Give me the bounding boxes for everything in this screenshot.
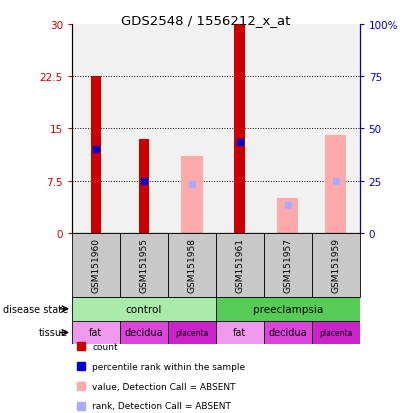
Bar xyxy=(216,25,264,233)
Bar xyxy=(168,25,216,233)
Bar xyxy=(264,321,312,344)
Text: percentile rank within the sample: percentile rank within the sample xyxy=(92,362,246,371)
Text: GDS2548 / 1556212_x_at: GDS2548 / 1556212_x_at xyxy=(121,14,290,27)
Bar xyxy=(325,136,346,233)
Bar xyxy=(90,77,101,233)
Bar xyxy=(264,25,312,233)
Text: rank, Detection Call = ABSENT: rank, Detection Call = ABSENT xyxy=(92,401,231,411)
Text: placenta: placenta xyxy=(319,328,352,337)
Text: decidua: decidua xyxy=(268,328,307,338)
Text: preeclampsia: preeclampsia xyxy=(253,304,323,314)
Text: control: control xyxy=(126,304,162,314)
Text: tissue: tissue xyxy=(39,328,68,338)
Bar xyxy=(277,199,298,233)
Bar xyxy=(120,25,168,233)
Text: GSM151955: GSM151955 xyxy=(139,238,148,293)
Bar xyxy=(234,25,245,233)
Bar xyxy=(120,233,168,297)
Text: disease state: disease state xyxy=(3,304,68,314)
Text: GSM151959: GSM151959 xyxy=(331,238,340,293)
Bar xyxy=(72,297,216,321)
Text: fat: fat xyxy=(233,328,246,338)
Bar xyxy=(264,233,312,297)
Bar xyxy=(72,233,120,297)
Bar xyxy=(216,233,264,297)
Bar xyxy=(216,321,264,344)
Bar xyxy=(72,321,120,344)
Text: fat: fat xyxy=(89,328,102,338)
Bar xyxy=(312,321,360,344)
Text: value, Detection Call = ABSENT: value, Detection Call = ABSENT xyxy=(92,382,236,391)
Text: GSM151961: GSM151961 xyxy=(235,238,244,293)
Bar xyxy=(312,25,360,233)
Bar xyxy=(168,233,216,297)
Text: GSM151960: GSM151960 xyxy=(91,238,100,293)
Text: GSM151957: GSM151957 xyxy=(283,238,292,293)
Text: placenta: placenta xyxy=(175,328,208,337)
Bar xyxy=(216,297,360,321)
Text: GSM151958: GSM151958 xyxy=(187,238,196,293)
Bar xyxy=(168,321,216,344)
Bar xyxy=(120,321,168,344)
Bar xyxy=(139,140,149,233)
Bar xyxy=(181,157,203,233)
Text: count: count xyxy=(92,342,118,351)
Bar xyxy=(72,25,120,233)
Text: decidua: decidua xyxy=(125,328,163,338)
Bar xyxy=(312,233,360,297)
